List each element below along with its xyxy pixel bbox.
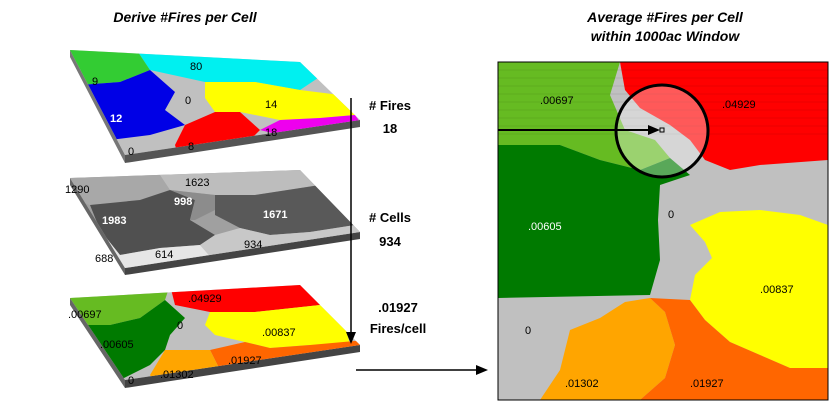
cells-label-left: 1290 — [65, 184, 89, 196]
map-label-dark-green: .00605 — [528, 221, 562, 233]
ratio-label-dark-green: .00605 — [100, 339, 134, 351]
ratio-label-orange: .01927 — [228, 355, 262, 367]
cells-side-value: 934 — [379, 234, 401, 249]
fires-side-value: 18 — [383, 121, 397, 136]
cells-layer: 1623 1290 998 1983 1671 934 688 614 — [65, 170, 360, 275]
cells-label-center: 998 — [174, 196, 192, 208]
ratio-side-value: .01927 — [378, 300, 418, 315]
horizontal-arrow — [356, 365, 488, 375]
window-map: .00697 .04929 0 .00605 .00837 0 .01302 .… — [497, 61, 829, 401]
map-label-orange: .01927 — [690, 378, 724, 390]
fires-label-gray-bottom: 0 — [128, 146, 134, 158]
cells-label-bottom-right: 934 — [244, 239, 262, 251]
map-label-gray-center: 0 — [668, 209, 674, 221]
ratio-label-yellow: .00837 — [262, 327, 296, 339]
ratio-label-red: .04929 — [188, 293, 222, 305]
radius-arrow-head — [648, 125, 660, 135]
map-label-gray-bottom: 0 — [525, 325, 531, 337]
cells-label-bottom-left: 688 — [95, 253, 113, 265]
fires-layer: 80 9 0 14 12 18 0 8 — [70, 50, 360, 163]
fires-label-blue: 12 — [110, 113, 122, 125]
map-label-light-orange: .01302 — [565, 378, 599, 390]
map-label-yellow: .00837 — [760, 284, 794, 296]
ratio-side-unit: Fires/cell — [370, 321, 426, 336]
left-title: Derive #Fires per Cell — [113, 9, 257, 25]
cells-side-label: # Cells — [369, 210, 411, 225]
right-title-line1: Average #Fires per Cell — [586, 9, 744, 25]
fires-label-gray-center: 0 — [185, 95, 191, 107]
fires-label-magenta: 18 — [265, 127, 277, 139]
map-label-light-green: .00697 — [540, 95, 574, 107]
fires-side-label: # Fires — [369, 98, 411, 113]
right-title-line2: within 1000ac Window — [591, 28, 741, 44]
ratio-layer: .04929 .00697 0 .00837 .00605 .01927 .01… — [68, 285, 360, 388]
cells-label-top: 1623 — [185, 177, 209, 189]
window-center-cell — [659, 127, 665, 133]
fires-label-yellow: 14 — [265, 99, 277, 111]
fires-label-green: 9 — [92, 76, 98, 88]
cells-label-dark: 1983 — [102, 215, 126, 227]
fires-label-red: 8 — [188, 141, 194, 153]
ratio-label-gray: 0 — [177, 320, 183, 332]
vertical-arrow — [346, 98, 356, 344]
cells-label-right: 1671 — [263, 209, 287, 221]
fires-label-cyan: 80 — [190, 61, 202, 73]
map-label-red: .04929 — [722, 99, 756, 111]
ratio-label-light-orange: .01302 — [160, 369, 194, 381]
ratio-label-light-green: .00697 — [68, 309, 102, 321]
ratio-label-gray-bottom: 0 — [128, 375, 134, 387]
cells-label-bottom-center: 614 — [155, 249, 173, 261]
